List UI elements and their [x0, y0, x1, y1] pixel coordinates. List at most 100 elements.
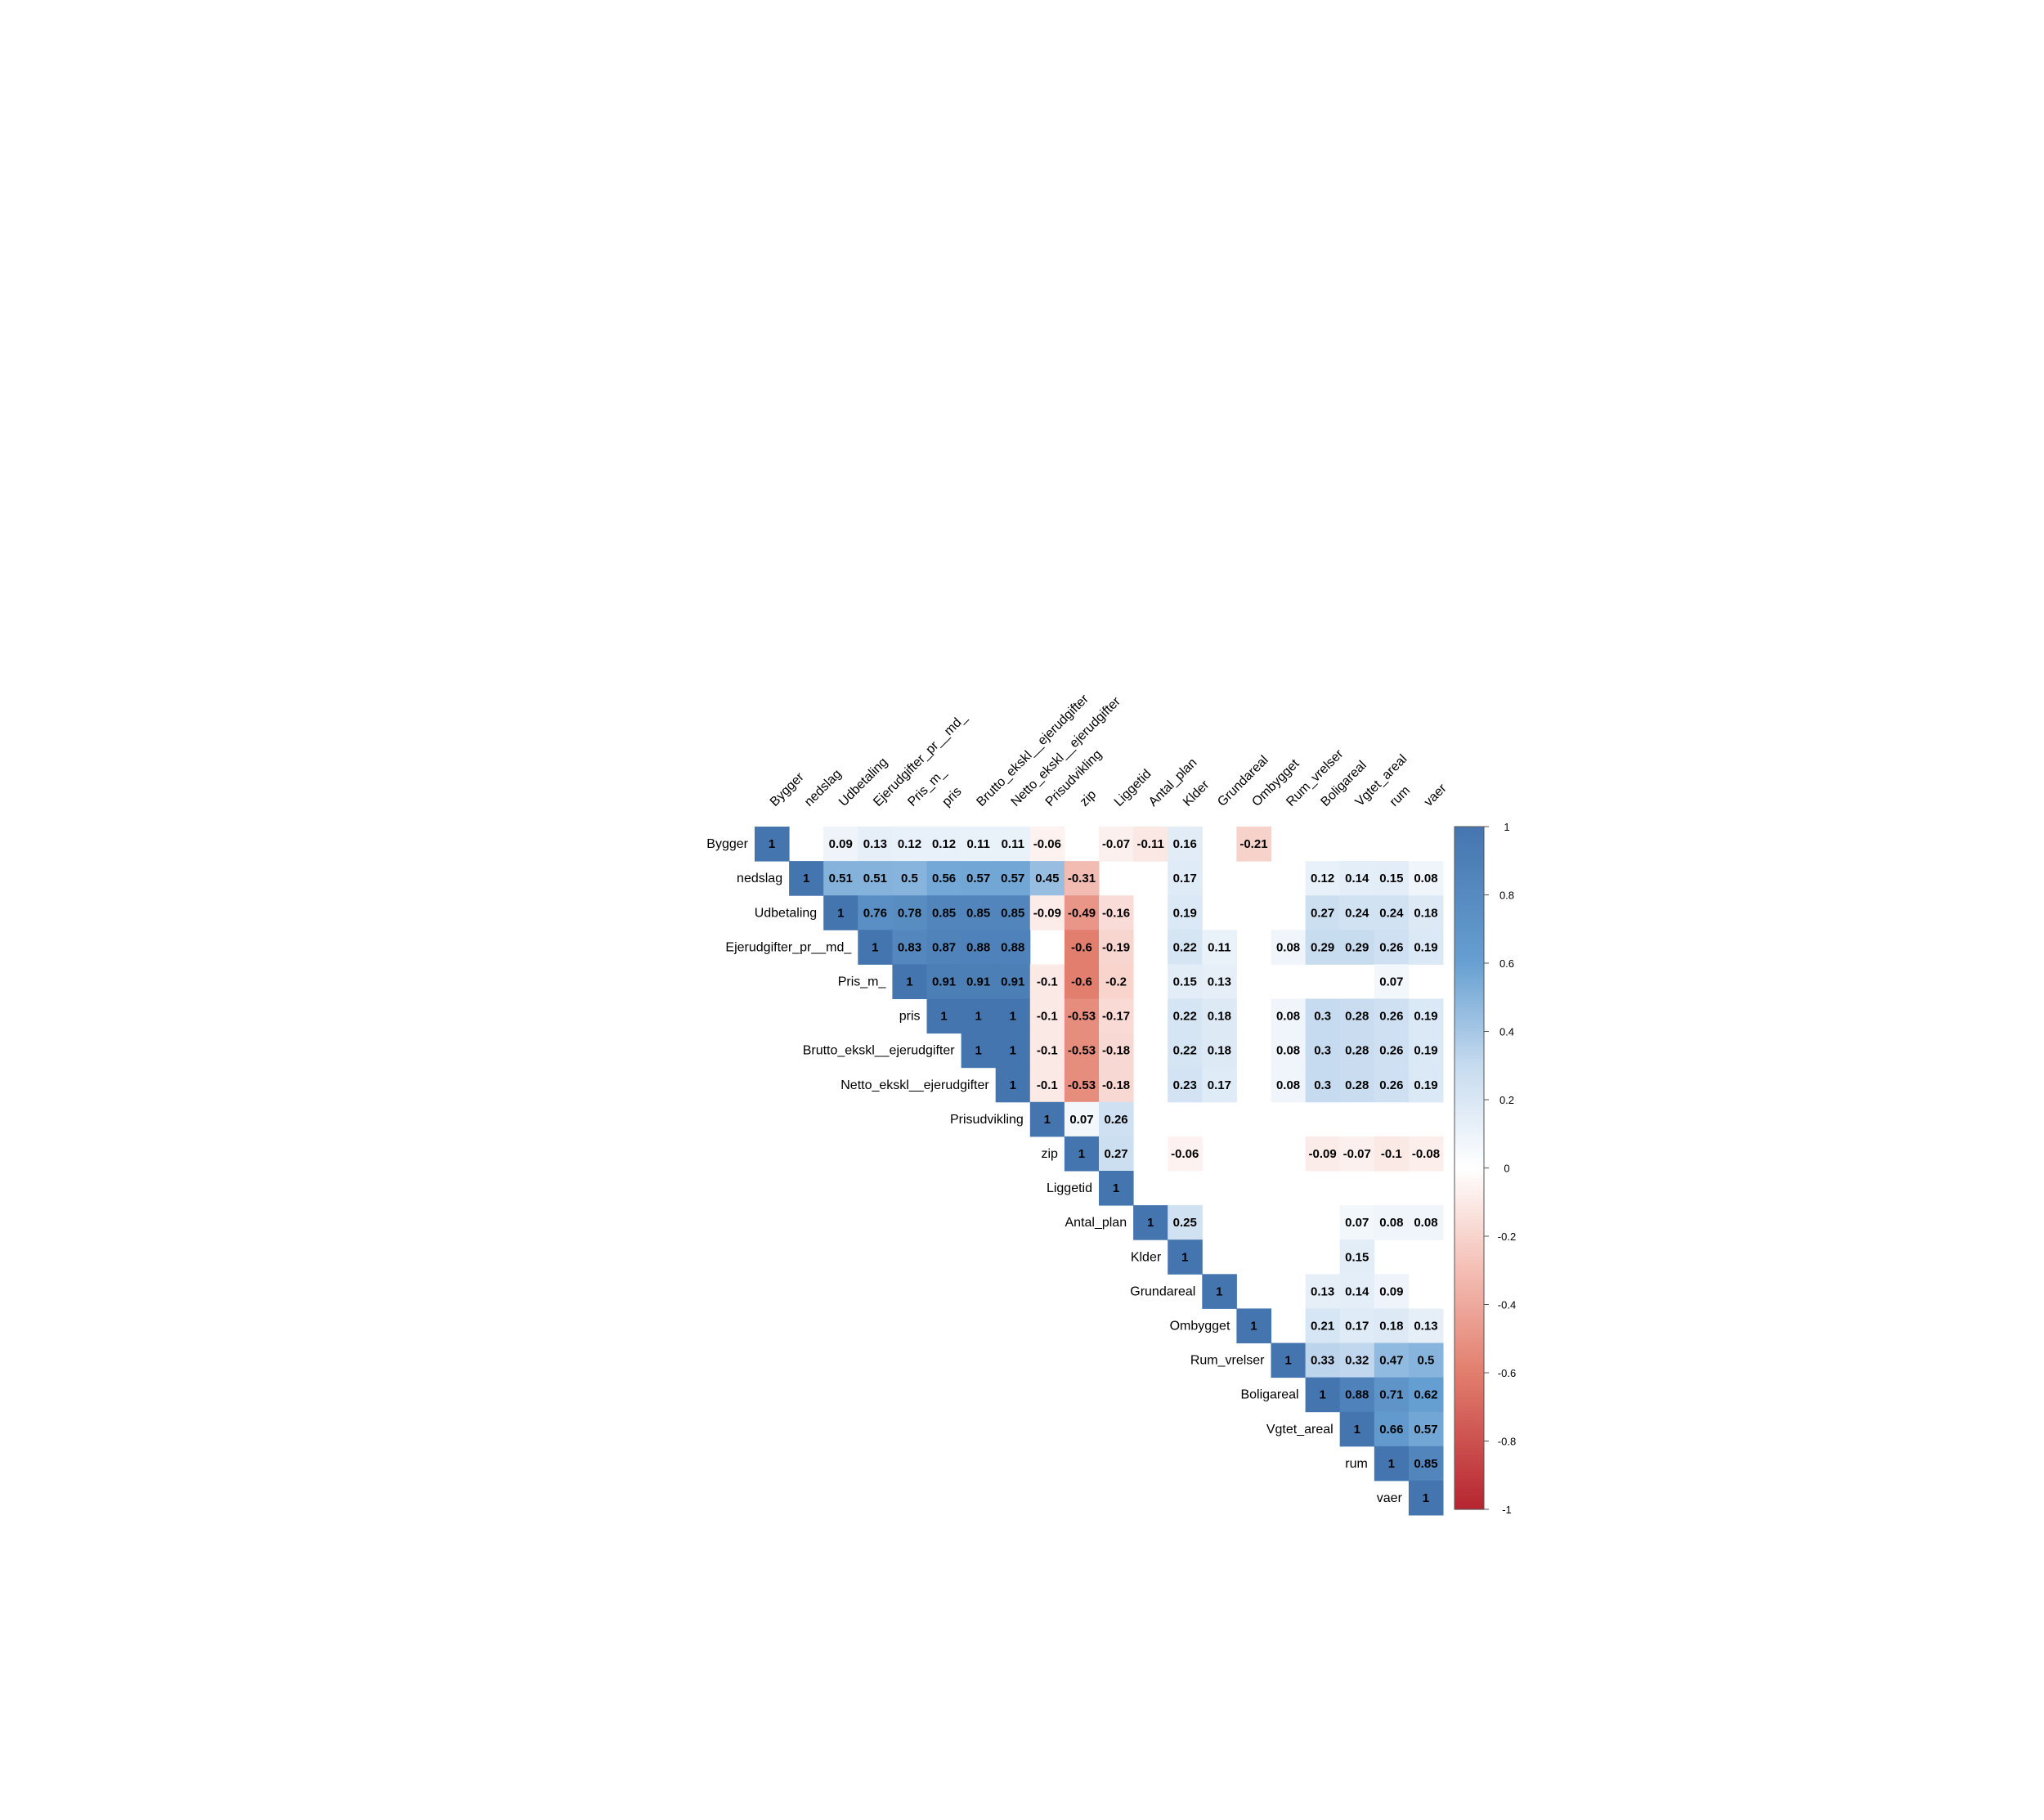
colorbar-segment — [1455, 1417, 1484, 1422]
cell-value-label: 0.57 — [1414, 1423, 1437, 1437]
heatmap-cell-Ejerudgifter_pr__md_-rum — [1374, 930, 1410, 965]
colorbar-segment — [1455, 1024, 1484, 1029]
colorbar-segment — [1455, 1171, 1484, 1176]
cell-value-label: -0.1 — [1037, 1078, 1058, 1092]
cell-value-label: 0.09 — [829, 837, 853, 851]
cell-value-label: 0.26 — [1379, 1010, 1403, 1024]
heatmap-cell-Brutto_ekskl__ejerudgifter-Netto_ekskl__ejerudgifter — [995, 1033, 1031, 1069]
heatmap-cell-Pris_m_-Brutto_ekskl__ejerudgifter — [961, 964, 997, 999]
heatmap-cell-pris-zip — [1064, 998, 1100, 1034]
colorbar-segment — [1455, 1092, 1484, 1097]
heatmap-cell-Pris_m_-rum — [1374, 964, 1410, 999]
cell-value-label: 0.22 — [1173, 1044, 1197, 1058]
heatmap-cell-Ombygget-Vgtet_areal — [1339, 1308, 1375, 1343]
cell-value-label: -0.31 — [1068, 872, 1096, 885]
colorbar-segment — [1455, 918, 1484, 923]
cell-value-label: 1 — [1010, 1044, 1016, 1058]
cell-value-label: 0.08 — [1276, 1078, 1300, 1092]
colorbar-segment — [1455, 1038, 1484, 1042]
cell-value-label: 1 — [1044, 1113, 1051, 1127]
heatmap-cell-zip-Klder — [1168, 1136, 1203, 1172]
colorbar-segment — [1455, 1492, 1484, 1496]
cell-value-label: 1 — [1078, 1147, 1085, 1161]
colorbar-segment — [1455, 1444, 1484, 1449]
colorbar-segment — [1455, 1488, 1484, 1493]
cell-value-label: -0.08 — [1412, 1147, 1440, 1161]
cell-value-label: 0.85 — [1001, 906, 1024, 920]
colorbar-segment — [1455, 973, 1484, 978]
cell-value-label: 0.5 — [1418, 1354, 1435, 1368]
colorbar-tick-label: 0.2 — [1499, 1094, 1514, 1106]
heatmap-cell-nedslag-pris — [926, 861, 962, 896]
heatmap-cell-Rum_vrelser-rum — [1374, 1343, 1410, 1378]
row-label: Rum_vrelser — [1190, 1354, 1265, 1368]
heatmap-cell-Antal_plan-Klder — [1168, 1205, 1203, 1240]
colorbar-segment — [1455, 1136, 1484, 1141]
colorbar-segment — [1455, 1434, 1484, 1438]
colorbar-segment — [1455, 1246, 1484, 1251]
colorbar-segment — [1455, 1103, 1484, 1107]
heatmap-cell-vaer-vaer — [1408, 1480, 1444, 1516]
colorbar-segment — [1455, 1362, 1484, 1367]
colorbar-segment — [1455, 830, 1484, 834]
heatmap-cell-Antal_plan-rum — [1374, 1205, 1410, 1240]
colorbar-segment — [1455, 1266, 1484, 1271]
heatmap-cell-Prisudvikling-zip — [1064, 1101, 1100, 1137]
cell-value-label: -0.06 — [1171, 1147, 1199, 1161]
colorbar-tick-label: 0.6 — [1499, 957, 1514, 970]
colorbar-segment — [1455, 1051, 1484, 1056]
column-label: rum — [1387, 783, 1414, 809]
cell-value-label: 0.14 — [1345, 1284, 1369, 1298]
row-label: Grundareal — [1130, 1284, 1195, 1298]
colorbar-segment — [1455, 850, 1484, 854]
row-label: Pris_m_ — [838, 975, 887, 988]
heatmap-cell-Bygger-Bygger — [755, 827, 790, 862]
heatmap-cell-Bygger-Antal_plan — [1133, 827, 1168, 862]
cell-value-label: -0.6 — [1071, 975, 1092, 988]
cell-value-label: 0.14 — [1345, 872, 1369, 885]
colorbar-segment — [1455, 1315, 1484, 1319]
heatmap-cell-Netto_ekskl__ejerudgifter-Netto_ekskl__ejerudgifter — [995, 1067, 1031, 1103]
colorbar-segment — [1455, 987, 1484, 991]
colorbar-segment — [1455, 1400, 1484, 1405]
row-labels: Bygger nedslag Udbetaling Ejerudgifter_pr__… — [706, 837, 1402, 1505]
colorbar-segment — [1455, 1495, 1484, 1500]
colorbar-segment — [1455, 1034, 1484, 1039]
colorbar-segment — [1455, 1249, 1484, 1254]
colorbar-segment — [1455, 1369, 1484, 1374]
colorbar-tick-label: -0.2 — [1498, 1231, 1516, 1243]
cell-value-label: 0.17 — [1173, 872, 1197, 885]
cell-value-label: 0.66 — [1379, 1423, 1403, 1437]
colorbar-segment — [1455, 1325, 1484, 1329]
colorbar-segment — [1455, 1065, 1484, 1070]
colorbar-segment — [1455, 1219, 1484, 1223]
heatmap-cell-Grundareal-Grundareal — [1202, 1274, 1237, 1309]
heatmap-cell-nedslag-Pris_m_ — [892, 861, 927, 896]
cell-value-label: -0.53 — [1068, 1010, 1096, 1024]
row-label: Antal_plan — [1065, 1216, 1127, 1230]
colorbar-segment — [1455, 953, 1484, 957]
row-label: Klder — [1131, 1250, 1162, 1264]
colorbar-segment — [1455, 1157, 1484, 1162]
heatmap-cell-Netto_ekskl__ejerudgifter-Prisudvikling — [1029, 1067, 1065, 1103]
colorbar-segment — [1455, 891, 1484, 896]
colorbar-segment — [1455, 857, 1484, 862]
cell-value-label: 0.13 — [863, 837, 887, 851]
colorbar-segment — [1455, 1075, 1484, 1080]
colorbar-segment — [1455, 1133, 1484, 1138]
colorbar-segment — [1455, 1301, 1484, 1306]
colorbar-segment — [1455, 1045, 1484, 1049]
heatmap-cell-Antal_plan-Antal_plan — [1133, 1205, 1168, 1240]
row-label: Vgtet_areal — [1266, 1423, 1334, 1437]
colorbar-segment — [1455, 1113, 1484, 1118]
cell-value-label: 0.21 — [1311, 1319, 1334, 1333]
colorbar-segment — [1455, 1277, 1484, 1281]
colorbar-segment — [1455, 1188, 1484, 1193]
heatmap-cell-pris-Vgtet_areal — [1339, 998, 1375, 1034]
cell-value-label: 0.11 — [1208, 940, 1230, 954]
colorbar-segment — [1455, 1236, 1484, 1240]
colorbar-segment — [1455, 1505, 1484, 1510]
heatmap-cell-pris-Netto_ekskl__ejerudgifter — [995, 998, 1031, 1034]
heatmap-cell-nedslag-vaer — [1408, 861, 1444, 896]
column-label: Liggetid — [1112, 767, 1154, 809]
